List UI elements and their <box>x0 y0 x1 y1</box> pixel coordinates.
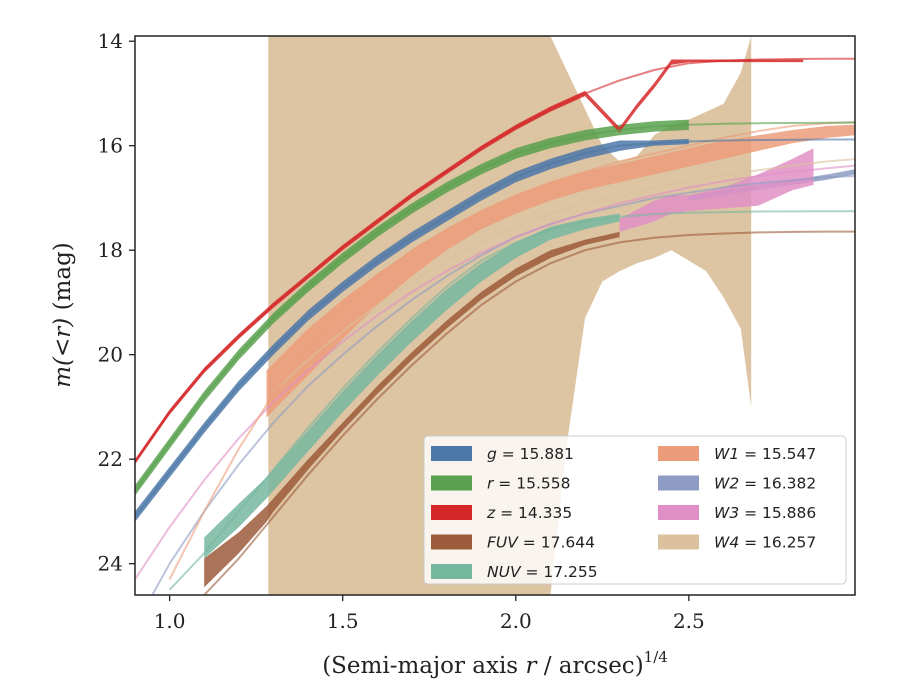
x-axis-label-pre: (Semi-major axis <box>322 653 525 679</box>
y-tick-label: 14 <box>98 29 123 53</box>
x-axis-label-exponent: 1/4 <box>644 648 668 666</box>
fit-curve-w4 <box>272 158 855 393</box>
fit-curve-z <box>135 57 855 463</box>
legend-swatch-z <box>431 505 472 520</box>
legend-label-g: g = 15.881 <box>487 445 574 463</box>
legend-label-fuv: FUV = 17.644 <box>487 534 595 552</box>
plot-frame <box>134 35 856 596</box>
legend-swatch-w1 <box>658 446 699 461</box>
y-axis-label-unit: (mag) <box>50 242 76 318</box>
legend-swatch-r <box>431 475 472 491</box>
legend-label-z: z = 14.335 <box>486 504 572 522</box>
legend-label-w1: W1 = 15.547 <box>714 445 816 463</box>
y-tick-label: 24 <box>98 552 123 576</box>
y-axis-ticks: 14 16 18 20 22 24 <box>98 29 135 576</box>
y-axis-label-var: m(<r) <box>50 318 76 388</box>
legend-label-w3: W3 = 15.886 <box>714 504 816 522</box>
legend-swatch-w4 <box>658 534 699 550</box>
fit-curve-nuv <box>168 210 855 591</box>
y-tick-label: 16 <box>98 134 123 158</box>
legend-label-r: r = 15.558 <box>487 475 570 493</box>
legend: g = 15.881 r = 15.558 z = 14.335 FUV = 17.6… <box>423 435 847 585</box>
fit-curve-fuv <box>203 230 855 595</box>
legend-box <box>423 435 847 585</box>
x-axis-label-var: r <box>525 653 538 679</box>
y-tick-label: 22 <box>98 447 123 471</box>
x-axis-ticks: 1.0 1.5 2.0 2.5 <box>154 595 705 633</box>
legend-label-w2: W2 = 16.382 <box>714 475 816 493</box>
model-fit-curves <box>135 57 855 595</box>
x-tick-label: 1.5 <box>327 609 359 633</box>
y-tick-label: 18 <box>98 238 123 262</box>
legend-label-nuv: NUV = 17.255 <box>487 563 598 581</box>
legend-swatch-fuv <box>431 534 472 550</box>
legend-swatch-w2 <box>658 475 699 491</box>
fit-curve-r <box>135 121 855 492</box>
x-tick-label: 2.5 <box>673 609 705 633</box>
fit-curve-g <box>135 138 855 518</box>
legend-label-w4: W4 = 16.257 <box>714 534 816 552</box>
y-axis-label: m(<r) (mag) <box>50 242 76 388</box>
x-axis-label: (Semi-major axis r / arcsec)1/4 <box>322 648 668 679</box>
legend-swatch-g <box>431 446 472 461</box>
legend-swatch-nuv <box>431 564 472 579</box>
legend-swatch-w3 <box>658 505 699 520</box>
fit-curve-w2 <box>151 175 855 595</box>
x-tick-label: 1.0 <box>154 609 186 633</box>
y-tick-label: 20 <box>98 343 123 367</box>
fit-curve-w1 <box>168 121 855 580</box>
x-axis-label-post: / arcsec) <box>536 653 643 679</box>
x-tick-label: 2.0 <box>500 609 532 633</box>
band-w3 <box>619 148 814 232</box>
